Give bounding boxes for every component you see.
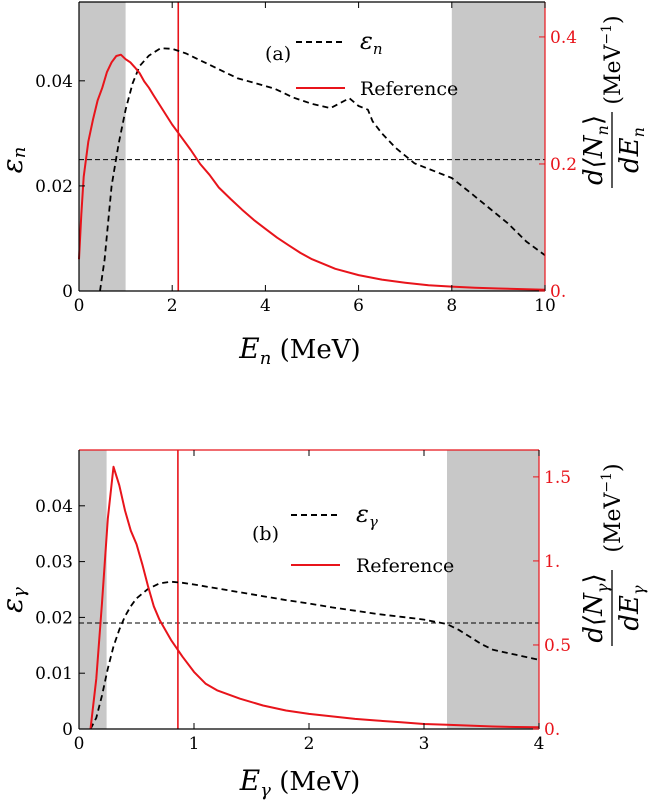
x-axis-label-main: E: [238, 332, 259, 365]
x-tick-label: 3: [419, 734, 430, 754]
y-right-tick-label: 0.5: [544, 636, 571, 656]
x-tick-label: 4: [534, 734, 545, 754]
y-right-label-denominator: dEγ: [615, 585, 648, 631]
numerator-close: ⟩: [579, 115, 609, 125]
efficiency-series-line: [89, 580, 540, 730]
numerator-d: d: [579, 626, 609, 643]
shaded-region: [447, 450, 539, 729]
y-left-axis-label: εn: [0, 147, 30, 174]
y-right-tick-label: 0.4: [550, 28, 577, 48]
legend-label-main: ε: [360, 27, 373, 55]
y-left-tick-label: 0: [62, 720, 73, 740]
x-tick-label: 2: [167, 296, 178, 316]
y-right-label-unit: (MeV−1): [599, 463, 626, 552]
y-left-axis-label-sub: n: [9, 147, 30, 159]
legend-label: Reference: [360, 78, 458, 100]
x-tick-label: 4: [260, 296, 271, 316]
x-axis-label-unit: (MeV): [271, 335, 360, 365]
denominator-sub: n: [629, 127, 648, 137]
y-left-tick-label: 0.02: [35, 177, 73, 197]
y-left-tick-label: 0.03: [35, 553, 73, 573]
numerator-N: ⟨N: [579, 592, 609, 626]
y-right-tick-label: 0.: [550, 282, 566, 302]
y-left-tick-label: 0.04: [35, 497, 73, 517]
x-axis-label: En (MeV): [238, 332, 360, 369]
unit-exp: −1: [599, 24, 615, 45]
y-left-axis-label: εγ: [0, 587, 30, 613]
x-axis-label-sub: γ: [260, 780, 271, 801]
unit-post: ): [601, 15, 626, 24]
legend: εγ Reference: [291, 500, 454, 577]
legend-label-sub: n: [373, 40, 383, 58]
y-left-tick-label: 0.01: [35, 664, 73, 684]
x-axis-label: Eγ (MeV): [239, 764, 361, 801]
y-right-tick-label: 0.: [544, 720, 560, 740]
legend-label-sub: γ: [369, 513, 378, 531]
x-tick-label: 10: [534, 296, 556, 316]
denominator-dE: dE: [615, 137, 645, 173]
x-tick-label: 0: [74, 734, 85, 754]
y-right-tick-label: 1.5: [544, 468, 571, 488]
denominator-dE: dE: [615, 595, 645, 631]
panel-label: (a): [265, 43, 291, 65]
y-left-tick-label: 0.04: [35, 72, 73, 92]
y-left-axis-label-sub: γ: [9, 587, 30, 598]
chart-panel-b: 0 1 2 3 400.010.020.030.040.0.51.1.5(b)εγRef…: [0, 449, 648, 801]
reference-series-line: [78, 53, 546, 291]
x-tick-label: 6: [353, 296, 364, 316]
x-tick-label: 0: [74, 296, 85, 316]
unit-post: ): [601, 463, 626, 472]
numerator-d: d: [579, 168, 609, 185]
y-right-label-denominator: dEn: [615, 127, 648, 173]
legend-label: εγ: [356, 500, 378, 531]
shaded-region: [451, 2, 545, 291]
numerator-N: ⟨N: [579, 134, 609, 168]
y-left-tick-label: 0.02: [35, 608, 73, 628]
numerator-close: ⟩: [579, 573, 609, 583]
unit-pre: (MeV: [601, 492, 626, 553]
legend: εn Reference: [296, 27, 458, 100]
unit-exp: −1: [599, 472, 615, 493]
x-tick-label: 2: [304, 734, 315, 754]
y-left-tick-label: 0: [62, 282, 73, 302]
x-axis-label-main: E: [239, 764, 260, 797]
x-axis-label-unit: (MeV): [271, 767, 360, 797]
y-right-label-unit: (MeV−1): [599, 15, 626, 104]
y-left-axis-label-main: ε: [0, 598, 29, 613]
numerator-sub: γ: [593, 583, 612, 593]
unit-pre: (MeV: [601, 44, 626, 105]
y-right-label-numerator: d⟨Nn⟩: [579, 115, 612, 185]
legend-label-main: ε: [356, 500, 369, 528]
legend-label: Reference: [356, 555, 454, 577]
denominator-sub: γ: [629, 585, 648, 595]
numerator-sub: n: [593, 125, 612, 135]
legend-label: εn: [360, 27, 383, 58]
y-left-axis-label-main: ε: [0, 158, 29, 173]
y-right-label-numerator: d⟨Nγ⟩: [579, 573, 612, 642]
x-tick-label: 1: [189, 734, 200, 754]
y-right-axis-label: d⟨Nn⟩dEn(MeV−1): [579, 15, 648, 188]
reference-series-line: [89, 465, 540, 730]
y-right-tick-label: 1.: [544, 552, 560, 572]
y-right-tick-label: 0.2: [550, 155, 577, 175]
x-tick-label: 8: [446, 296, 457, 316]
panel-label: (b): [252, 523, 279, 545]
y-right-axis-label: d⟨Nγ⟩dEγ(MeV−1): [579, 463, 648, 646]
x-axis-label-sub: n: [260, 348, 272, 369]
